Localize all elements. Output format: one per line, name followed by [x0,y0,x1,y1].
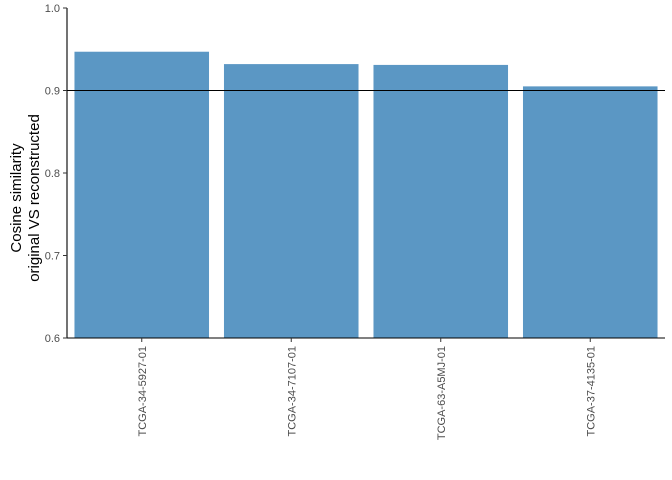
y-tick-label-5: 1.0 [45,3,60,15]
y-axis-title: Cosine similarity original VS reconstruc… [8,114,43,282]
y-axis-title-line-2: original VS reconstructed [26,114,43,282]
y-tick-label-1: 0.6 [45,333,60,345]
x-tick-label-4: TCGA-37-4135-01 [585,346,597,437]
y-tick-label-2: 0.7 [45,251,60,263]
bar-3 [373,64,509,339]
x-tick-label-2: TCGA-34-7107-01 [286,346,298,437]
x-tick-label-3: TCGA-63-A5MJ-01 [436,346,448,440]
y-tick-label-3: 0.8 [45,168,60,180]
bars-layer [74,51,658,339]
bar-2 [223,64,359,338]
bar-1 [74,51,210,338]
y-axis-title-line-1: Cosine similarity [8,143,25,253]
axes-layer: 0.6 0.7 0.8 0.9 1.0 TCGA-34-5927-01 TCGA-34-71… [45,3,665,440]
y-tick-label-4: 0.9 [45,86,60,98]
x-tick-label-1: TCGA-34-5927-01 [137,346,149,437]
bar-4 [522,86,658,339]
